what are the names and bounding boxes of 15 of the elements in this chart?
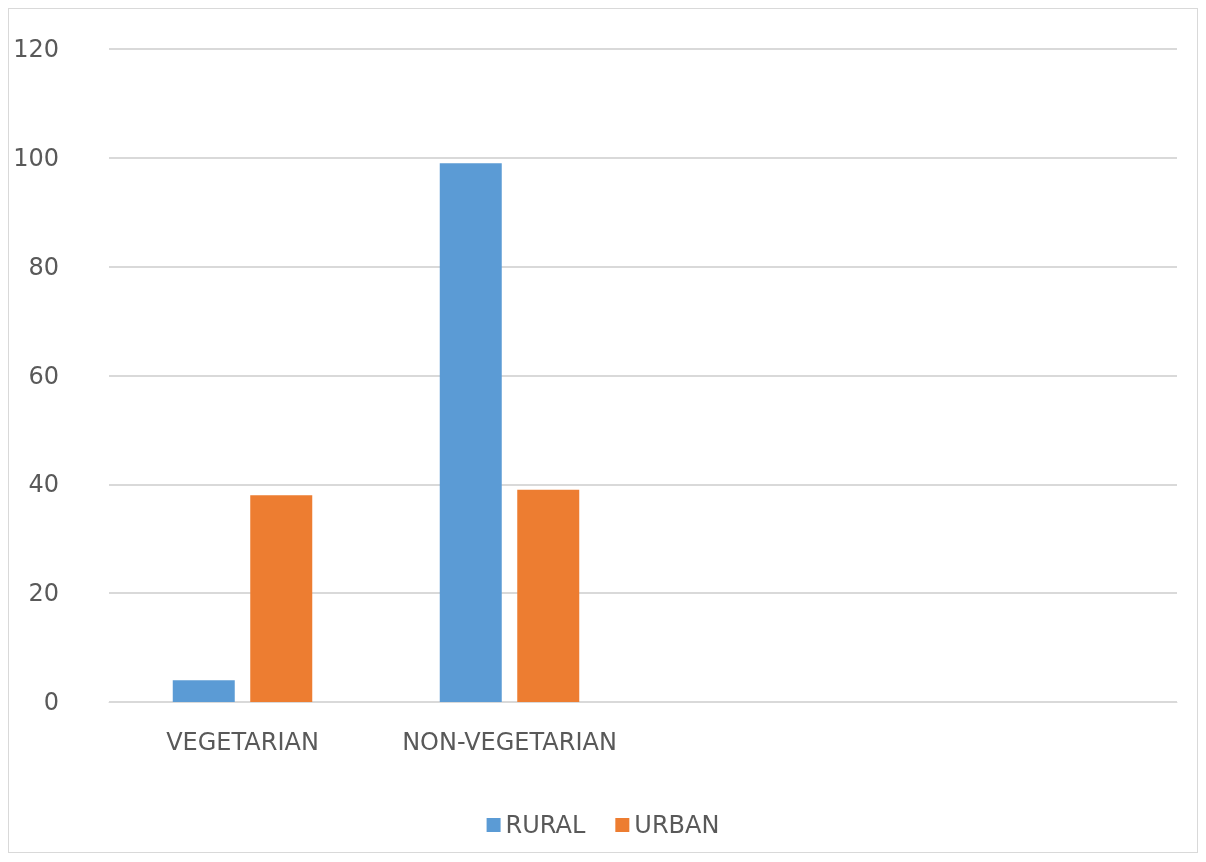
x-tick-label: NON-VEGETARIAN	[402, 728, 617, 756]
bar	[517, 489, 580, 702]
legend-label: URBAN	[634, 811, 720, 839]
y-tick-label: 0	[43, 688, 59, 716]
y-tick-label: 80	[28, 252, 59, 281]
y-tick-label: 100	[13, 143, 59, 172]
bar	[172, 680, 235, 702]
y-tick-label: 40	[28, 470, 59, 499]
bar	[439, 163, 502, 702]
y-tick-label: 60	[28, 361, 59, 390]
bar	[250, 495, 313, 702]
legend-label: RURAL	[505, 811, 586, 839]
y-tick-label: 20	[28, 579, 59, 608]
y-tick-label: 120	[13, 35, 59, 63]
x-tick-label: VEGETARIAN	[166, 728, 319, 756]
